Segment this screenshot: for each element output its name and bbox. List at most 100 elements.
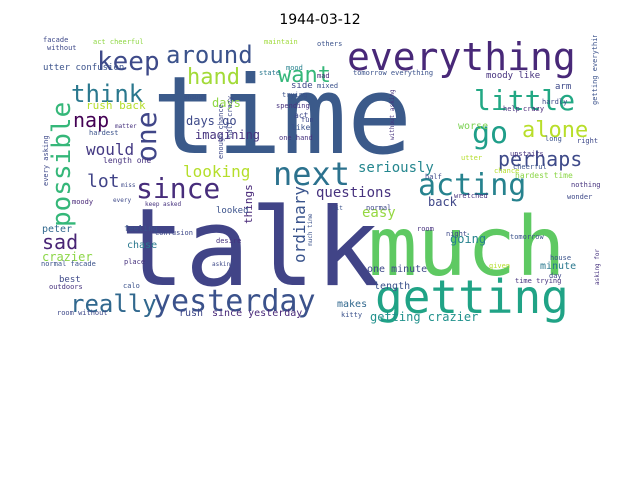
word-length-one: length one bbox=[103, 156, 151, 165]
word-much-time: much time bbox=[307, 213, 314, 246]
word-asking-for: asking for bbox=[594, 248, 601, 285]
word-enough-chance: enough chance bbox=[217, 104, 225, 159]
word-cheerful: cheerful bbox=[513, 163, 547, 171]
word-tomorrow-everything: tomorrow everything bbox=[353, 69, 433, 77]
word-talk: talk bbox=[120, 186, 380, 311]
word-spending: spending bbox=[276, 102, 310, 110]
word-day: day bbox=[549, 272, 562, 280]
word-enough: enough bbox=[184, 94, 206, 101]
word-moody-like: moody like bbox=[486, 71, 540, 81]
word-worse: worse bbox=[458, 121, 488, 132]
word-time-upstairs: time upstairs bbox=[277, 212, 284, 259]
word-best: best bbox=[59, 275, 81, 285]
word-right: right bbox=[577, 137, 598, 145]
word-upstairs: upstairs bbox=[510, 150, 544, 158]
word-going: going bbox=[450, 232, 486, 246]
word-chance: chance bbox=[494, 167, 519, 175]
word-time: time bbox=[152, 54, 412, 179]
word-want: want bbox=[278, 63, 331, 88]
word-given: given bbox=[489, 262, 510, 270]
word-perhaps: perhaps bbox=[498, 147, 582, 171]
word-side: side bbox=[291, 81, 313, 91]
word-lot: lot bbox=[87, 171, 120, 192]
word-imagining: imagining bbox=[195, 128, 260, 142]
word-possible: possible bbox=[47, 102, 77, 227]
word-since: since bbox=[136, 172, 220, 205]
word-hardest-time: hardest time bbox=[515, 171, 573, 180]
word-fun: fun bbox=[301, 116, 314, 124]
word-ordinary: ordinary bbox=[290, 186, 309, 263]
word-wretched: wretched bbox=[454, 192, 488, 200]
word-length: length bbox=[374, 281, 410, 292]
word-hand: hand bbox=[187, 65, 240, 90]
word-help: help bbox=[503, 105, 520, 113]
word-chase: chase bbox=[127, 240, 157, 251]
word-confusion: confusion bbox=[155, 229, 193, 237]
word-tomorrow: tomorrow bbox=[510, 233, 545, 241]
word-house: house bbox=[550, 254, 571, 262]
word-peter: peter bbox=[42, 224, 72, 235]
word-mood: mood bbox=[286, 64, 303, 72]
word-really: really bbox=[70, 290, 157, 318]
word-next: next bbox=[273, 155, 350, 193]
word-act-cheerful: act cheerful bbox=[93, 38, 144, 46]
word-getting: getting bbox=[375, 270, 569, 324]
word-questions: questions bbox=[316, 185, 392, 201]
word-much: much bbox=[368, 200, 565, 295]
word-getting-crazier: getting crazier bbox=[370, 310, 478, 324]
word-crazy: crazy bbox=[523, 105, 544, 113]
word-one-minute: one minute bbox=[367, 264, 427, 275]
word-crazier: crazier bbox=[42, 250, 93, 264]
word-place: place bbox=[124, 258, 145, 266]
word-normal-facade: normal facade bbox=[41, 260, 96, 268]
word-think: think bbox=[71, 80, 144, 108]
word-feeling: feeling bbox=[124, 224, 158, 233]
word-room-without: room without bbox=[57, 309, 108, 317]
word-one-hand: one hand bbox=[279, 134, 313, 142]
word-moody: moody bbox=[72, 198, 93, 206]
word-rush: rush bbox=[179, 308, 203, 319]
word-seriously: seriously bbox=[358, 160, 434, 176]
word-getting-everything: getting everything bbox=[591, 35, 599, 105]
word-long: long bbox=[545, 135, 562, 143]
word-around: around bbox=[166, 41, 253, 69]
word-half: half bbox=[425, 173, 442, 181]
word-would: would bbox=[86, 140, 134, 159]
word-makes: makes bbox=[337, 299, 367, 310]
word-act: act bbox=[294, 111, 309, 120]
word-mad: mad bbox=[317, 72, 330, 80]
word-back: back bbox=[428, 195, 458, 209]
word-kitty: kitty bbox=[341, 311, 362, 319]
word-utter: utter bbox=[461, 154, 482, 162]
word-sad: sad bbox=[42, 230, 78, 254]
word-go: go bbox=[472, 116, 508, 151]
word-mixed: mixed bbox=[317, 82, 338, 90]
word-calo: calo bbox=[123, 282, 140, 290]
word-trying: trying bbox=[282, 91, 307, 99]
word-little: little bbox=[474, 84, 575, 117]
word-hardest: hardest bbox=[89, 129, 119, 137]
word-like: like bbox=[291, 123, 310, 132]
chart-title: 1944-03-12 bbox=[279, 12, 361, 28]
word-every-asking: every asking bbox=[42, 135, 50, 186]
word-looking: looking bbox=[183, 162, 250, 181]
word-every: every bbox=[113, 197, 131, 204]
word-wonder: wonder bbox=[567, 193, 592, 201]
word-sit: sit bbox=[332, 205, 343, 212]
word-nap: nap bbox=[73, 108, 109, 132]
word-keep: keep bbox=[97, 47, 160, 77]
word-days-go: days go bbox=[186, 114, 237, 128]
word-utter-confusion: utter confusion bbox=[43, 63, 124, 73]
word-time-trying: time trying bbox=[515, 277, 561, 285]
word-hardly: hardly bbox=[542, 98, 567, 106]
word-one: one bbox=[130, 111, 163, 162]
word-keep-asked: keep asked bbox=[145, 201, 182, 208]
word-without: without bbox=[47, 44, 77, 52]
word-yesterday: yesterday bbox=[153, 284, 316, 319]
word-rush-back: rush back bbox=[86, 99, 146, 112]
word-minute: minute bbox=[540, 261, 576, 272]
word-things: things bbox=[242, 184, 255, 224]
word-days: days bbox=[212, 96, 241, 110]
word-miss: miss bbox=[121, 182, 136, 189]
word-nothing: nothing bbox=[571, 181, 601, 189]
